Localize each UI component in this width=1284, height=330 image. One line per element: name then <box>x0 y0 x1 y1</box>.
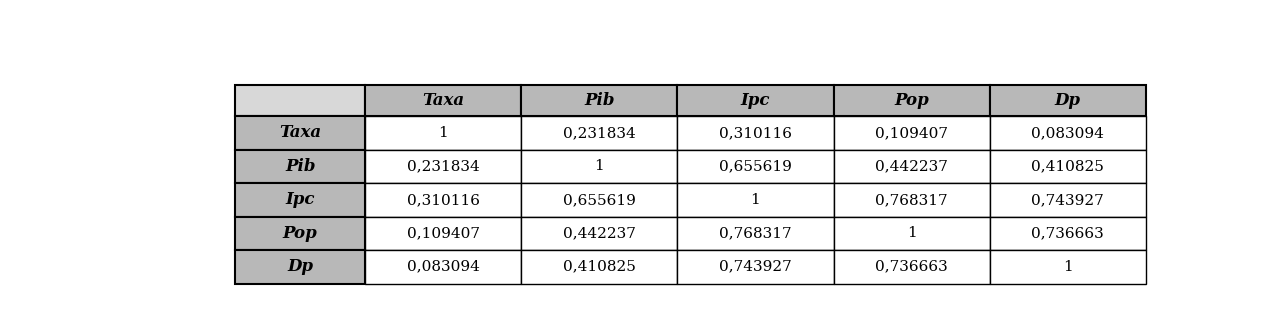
Text: Taxa: Taxa <box>422 92 465 109</box>
Text: 0,442237: 0,442237 <box>562 226 636 240</box>
Text: 0,736663: 0,736663 <box>876 260 948 274</box>
Bar <box>833 183 990 216</box>
Bar <box>990 116 1145 149</box>
Bar <box>521 149 678 183</box>
Bar <box>678 85 833 116</box>
Text: 1: 1 <box>751 193 760 207</box>
Text: 0,410825: 0,410825 <box>562 260 636 274</box>
Bar <box>833 216 990 250</box>
Bar <box>678 149 833 183</box>
Text: 0,768317: 0,768317 <box>876 193 948 207</box>
Bar <box>366 216 521 250</box>
Bar <box>990 216 1145 250</box>
Text: Ipc: Ipc <box>285 191 315 208</box>
Bar <box>990 149 1145 183</box>
Bar <box>235 250 366 283</box>
Text: 0,736663: 0,736663 <box>1031 226 1104 240</box>
Text: Dp: Dp <box>288 258 313 275</box>
Text: Dp: Dp <box>1054 92 1081 109</box>
Text: 0,083094: 0,083094 <box>407 260 480 274</box>
Text: Taxa: Taxa <box>279 124 321 141</box>
Text: 0,655619: 0,655619 <box>562 193 636 207</box>
Text: 0,410825: 0,410825 <box>1031 159 1104 173</box>
Bar <box>678 250 833 283</box>
Text: 0,655619: 0,655619 <box>719 159 792 173</box>
Bar <box>678 183 833 216</box>
Bar <box>678 216 833 250</box>
Text: 0,109407: 0,109407 <box>407 226 480 240</box>
Bar <box>521 250 678 283</box>
Text: 1: 1 <box>907 226 917 240</box>
Bar <box>990 85 1145 116</box>
Bar <box>521 216 678 250</box>
Text: Pib: Pib <box>584 92 615 109</box>
Text: 0,743927: 0,743927 <box>1031 193 1104 207</box>
Bar <box>833 250 990 283</box>
Bar <box>833 116 990 149</box>
Text: 0,083094: 0,083094 <box>1031 126 1104 140</box>
Text: 0,743927: 0,743927 <box>719 260 792 274</box>
Text: Pib: Pib <box>285 158 316 175</box>
Bar <box>366 85 521 116</box>
Bar <box>366 116 521 149</box>
Text: 1: 1 <box>439 126 448 140</box>
Text: 0,768317: 0,768317 <box>719 226 792 240</box>
Bar <box>833 149 990 183</box>
Bar <box>366 183 521 216</box>
Text: 0,310116: 0,310116 <box>407 193 480 207</box>
Text: 0,109407: 0,109407 <box>876 126 948 140</box>
Text: 0,442237: 0,442237 <box>876 159 948 173</box>
Bar <box>521 85 678 116</box>
Bar <box>235 216 366 250</box>
Bar <box>366 250 521 283</box>
Bar <box>366 149 521 183</box>
Bar <box>990 250 1145 283</box>
Text: Pop: Pop <box>894 92 928 109</box>
Bar <box>521 116 678 149</box>
Text: 1: 1 <box>1063 260 1072 274</box>
Text: 0,231834: 0,231834 <box>407 159 480 173</box>
Text: Ipc: Ipc <box>741 92 770 109</box>
Bar <box>833 85 990 116</box>
Bar <box>521 183 678 216</box>
Bar <box>235 85 366 116</box>
Text: 0,310116: 0,310116 <box>719 126 792 140</box>
Text: 0,231834: 0,231834 <box>564 126 636 140</box>
Bar <box>678 116 833 149</box>
Bar <box>235 149 366 183</box>
Bar <box>235 183 366 216</box>
Bar <box>235 116 366 149</box>
Text: 1: 1 <box>594 159 605 173</box>
Bar <box>990 183 1145 216</box>
Text: Pop: Pop <box>282 225 317 242</box>
